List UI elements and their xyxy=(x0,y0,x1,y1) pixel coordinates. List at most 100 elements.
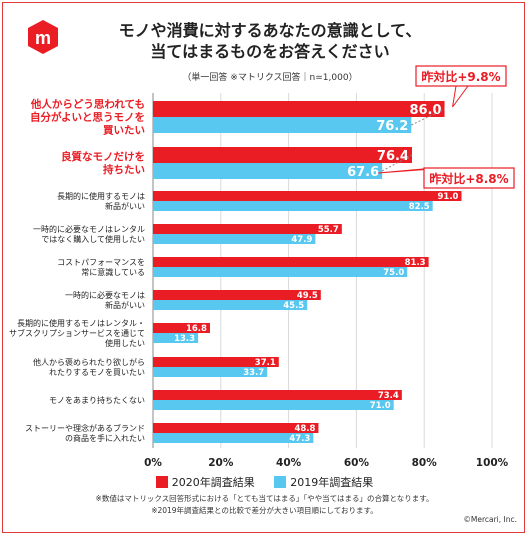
bar-2019-4 xyxy=(153,267,408,277)
category-label-line: 長期的に使用するモノは xyxy=(57,191,145,201)
legend-swatch-2019 xyxy=(274,476,287,488)
value-label-2019-9: 47.3 xyxy=(289,434,310,444)
value-label-2020-8: 73.4 xyxy=(378,391,399,401)
bar-2020-0 xyxy=(153,101,445,117)
value-label-2019-5: 45.5 xyxy=(283,301,304,311)
category-label-line: の商品を手に入れたい xyxy=(65,433,145,443)
category-label-6: 長期的に使用するモノはレンタル・サブスクリプションサービスを通じて使用したい xyxy=(9,318,145,348)
category-label-line: 他人から褒められたり欲しがら xyxy=(33,357,145,367)
bar-2019-6 xyxy=(153,333,199,343)
value-label-2019-4: 75.0 xyxy=(383,268,404,278)
bar-2019-7 xyxy=(153,367,268,377)
value-label-2019-2: 82.5 xyxy=(409,202,430,212)
category-label-line: 一時的に必要なモノは xyxy=(65,290,145,300)
value-label-2019-8: 71.0 xyxy=(370,401,391,411)
bar-2019-0 xyxy=(153,117,412,133)
category-label-5: 一時的に必要なモノは新品がいい xyxy=(65,290,145,310)
value-label-2019-1: 67.6 xyxy=(347,165,379,180)
legend-label-2020: 2020年調査結果 xyxy=(171,476,255,489)
title-line-1: モノや消費に対するあなたの意識として、 xyxy=(118,21,422,40)
bar-2019-9 xyxy=(153,433,314,443)
value-label-2020-5: 49.5 xyxy=(297,291,318,301)
callout-text-1: 昨対比+8.8% xyxy=(429,171,508,186)
chart-subtitle: （単一回答 ※マトリクス回答｜n=1,000） xyxy=(182,73,358,83)
category-label-line: 新品がいい xyxy=(105,201,145,211)
bar-2019-3 xyxy=(153,234,316,244)
category-label-line: 持ちたい xyxy=(103,163,145,176)
value-label-2020-9: 48.8 xyxy=(294,424,315,434)
category-label-line: 長期的に使用するモノはレンタル・ xyxy=(17,318,145,328)
category-label-7: 他人から褒められたり欲しがられたりするモノを買いたい xyxy=(33,357,145,377)
value-label-2020-0: 86.0 xyxy=(409,103,441,118)
logo-glyph: m xyxy=(35,28,51,48)
category-label-line: 自分がよいと思うモノを xyxy=(30,111,145,124)
bar-2020-6 xyxy=(153,323,210,333)
x-tick-label-5: 100% xyxy=(476,457,509,469)
bar-2020-7 xyxy=(153,357,279,367)
bar-2020-8 xyxy=(153,390,402,400)
category-label-line: サブスクリプションサービスを通じて xyxy=(9,328,145,338)
category-label-line: 新品がいい xyxy=(105,300,145,310)
category-label-line: 常に意識している xyxy=(81,267,145,277)
x-tick-label-1: 20% xyxy=(208,457,234,469)
legend-swatch-2020 xyxy=(155,476,168,488)
bar-2020-5 xyxy=(153,290,321,300)
value-label-2019-7: 33.7 xyxy=(243,368,264,378)
bar-2020-9 xyxy=(153,423,319,433)
category-label-line: 他人からどう思われても xyxy=(30,98,145,111)
callout-connector-1 xyxy=(381,154,413,172)
bar-2019-1 xyxy=(153,163,383,179)
title-line-2: 当てはまるものをお答えください xyxy=(150,42,390,61)
category-label-line: 買いたい xyxy=(103,125,145,137)
legend-item-2019: 2019年調査結果 xyxy=(274,474,373,490)
chart-title: モノや消費に対するあなたの意識として、 当てはまるものをお答えください xyxy=(60,20,480,62)
value-label-2019-3: 47.9 xyxy=(291,235,312,245)
footnotes: ※数値はマトリックス回答形式における「とても当てはまる」「やや当てはまる」の合算… xyxy=(0,493,529,517)
category-label-4: コストパフォーマンスを常に意識している xyxy=(57,258,145,277)
x-tick-label-0: 0% xyxy=(144,457,162,469)
category-label-line: 使用したい xyxy=(105,338,145,348)
category-label-line: 良質なモノだけを xyxy=(61,150,145,163)
callout-text-0: 昨対比+9.8% xyxy=(421,69,500,84)
category-label-line: ストーリーや理念があるブランド xyxy=(25,423,145,433)
category-label-2: 長期的に使用するモノは新品がいい xyxy=(57,191,145,211)
value-label-2020-1: 76.4 xyxy=(377,149,409,164)
bar-2019-5 xyxy=(153,300,308,310)
callout-pointer-0 xyxy=(452,85,469,108)
x-tick-label-2: 40% xyxy=(276,457,302,469)
category-label-line: コストパフォーマンスを xyxy=(57,258,145,267)
value-label-2020-4: 81.3 xyxy=(405,258,426,268)
bar-2020-1 xyxy=(153,147,412,163)
bar-2019-8 xyxy=(153,400,394,410)
category-label-8: モノをあまり持ちたくない xyxy=(49,395,145,405)
category-label-1: 良質なモノだけを持ちたい xyxy=(61,150,145,176)
category-label-line: れたりするモノを買いたい xyxy=(49,368,145,377)
footnote-2: ※2019年調査結果との比較で差分が大きい項目順にしております。 xyxy=(151,506,378,515)
mercari-logo-icon: m xyxy=(28,20,58,54)
category-label-9: ストーリーや理念があるブランドの商品を手に入れたい xyxy=(25,423,145,443)
x-tick-label-4: 80% xyxy=(412,457,438,469)
bar-2020-3 xyxy=(153,224,342,234)
category-label-0: 他人からどう思われても自分がよいと思うモノを買いたい xyxy=(30,98,145,137)
value-label-2019-6: 13.3 xyxy=(174,334,195,344)
bar-2020-4 xyxy=(153,257,429,267)
category-label-line: 一時的に必要なモノはレンタル xyxy=(33,224,145,234)
callout-box-0 xyxy=(415,65,507,87)
value-label-2020-3: 55.7 xyxy=(318,225,339,235)
chart-frame xyxy=(2,2,525,533)
legend-label-2019: 2019年調査結果 xyxy=(290,476,374,489)
value-label-2019-0: 76.2 xyxy=(376,119,408,134)
bar-2019-2 xyxy=(153,201,433,211)
value-label-2020-6: 16.8 xyxy=(186,324,207,334)
category-label-3: 一時的に必要なモノはレンタルではなく購入して使用したい xyxy=(33,224,145,244)
footnote-1: ※数値はマトリックス回答形式における「とても当てはまる」「やや当てはまる」の合算… xyxy=(95,494,434,503)
value-label-2020-7: 37.1 xyxy=(255,358,276,368)
legend-item-2020: 2020年調査結果 xyxy=(155,474,255,490)
value-label-2020-2: 91.0 xyxy=(438,192,459,202)
category-label-line: モノをあまり持ちたくない xyxy=(49,395,145,405)
legend: 2020年調査結果 2019年調査結果 xyxy=(0,474,529,490)
x-tick-label-3: 60% xyxy=(344,457,370,469)
credit: ©Mercari, Inc. xyxy=(463,515,517,524)
callout-box-1 xyxy=(423,167,515,189)
